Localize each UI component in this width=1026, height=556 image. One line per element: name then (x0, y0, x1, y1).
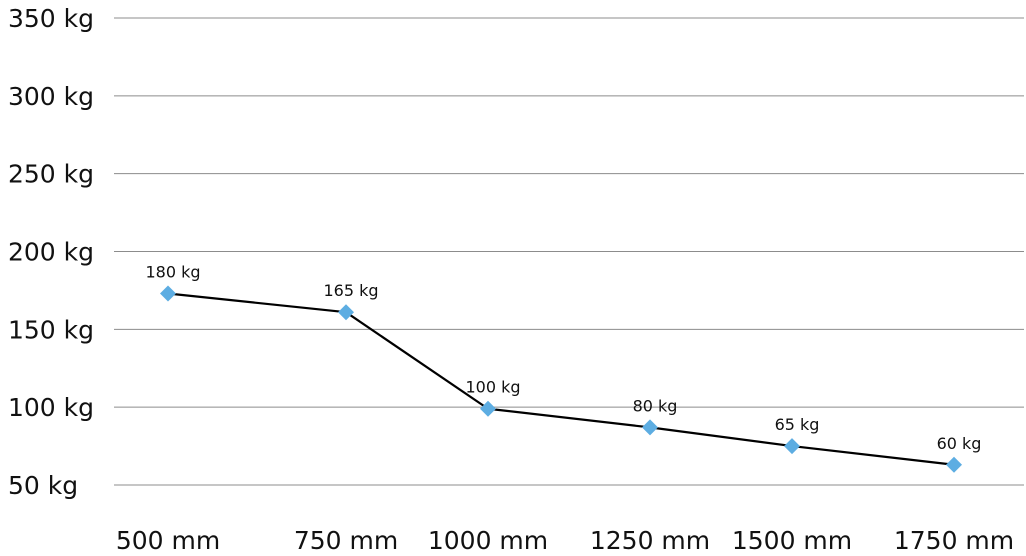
data-point-marker (784, 438, 800, 455)
y-tick-label: 150 kg (8, 315, 94, 344)
data-label: 65 kg (775, 415, 820, 434)
data-label: 180 kg (145, 263, 200, 282)
data-label: 165 kg (323, 281, 378, 300)
y-tick-label: 350 kg (8, 4, 94, 33)
y-tick-label: 300 kg (8, 82, 94, 111)
x-tick-label: 500 mm (116, 526, 220, 555)
x-tick-label: 1750 mm (894, 526, 1014, 555)
x-tick-label: 750 mm (294, 526, 398, 555)
data-labels: 180 kg 165 kg 100 kg 80 kg 65 kg 60 kg (145, 263, 981, 453)
data-point-marker (642, 419, 658, 436)
data-label: 100 kg (465, 378, 520, 397)
data-label: 60 kg (937, 434, 982, 453)
y-axis-tick-labels: 50 kg 100 kg 150 kg 200 kg 250 kg 300 kg 350 k… (8, 4, 94, 500)
series-line (167, 292, 955, 466)
y-tick-label: 100 kg (8, 393, 94, 422)
data-point-marker (480, 400, 496, 417)
series-markers (160, 285, 962, 473)
y-tick-label: 200 kg (8, 238, 94, 267)
data-point-marker (946, 456, 962, 473)
x-axis-tick-labels: 500 mm 750 mm 1000 mm 1250 mm 1500 mm 1750 mm (116, 526, 1014, 555)
x-tick-label: 1500 mm (732, 526, 852, 555)
y-tick-label: 250 kg (8, 160, 94, 189)
data-label: 80 kg (633, 396, 678, 415)
data-point-marker (338, 304, 354, 321)
y-tick-label: 50 kg (8, 471, 78, 500)
gridlines (114, 17, 1024, 486)
x-tick-label: 1250 mm (590, 526, 710, 555)
data-point-marker (160, 285, 176, 302)
series-line-path (167, 292, 955, 466)
x-tick-label: 1000 mm (428, 526, 548, 555)
